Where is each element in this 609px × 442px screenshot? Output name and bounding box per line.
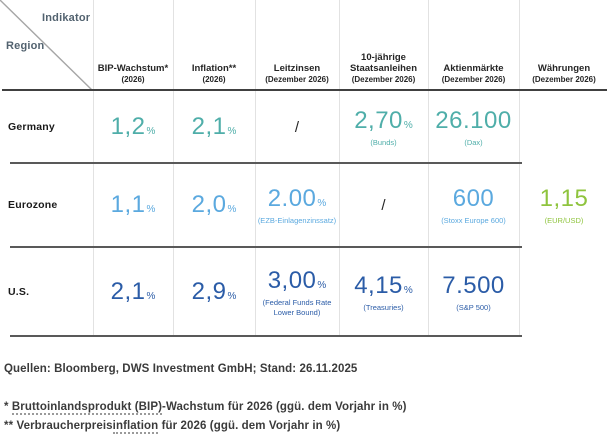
cell-eurozone-aktienmaerkte: 600 (Stoxx Europe 600)	[441, 184, 506, 225]
indicator-axis-label: Indikator	[42, 12, 91, 24]
column-header-inflation: Inflation** (2026)	[191, 63, 237, 84]
cell-germany-waehrungen-empty	[519, 91, 609, 163]
column-header-waehrungen: Währungen (Dezember 2026)	[532, 63, 596, 84]
footnote-inflation: ** Verbraucherpreisinflation für 2026 (g…	[4, 420, 341, 434]
column-header-staatsanleihen: 10-jährige Staatsanleihen (Dezember 2026…	[349, 51, 418, 84]
cell-eurozone-waehrungen: 1,15 (EUR/USD)	[539, 184, 589, 225]
cell-eurozone-leitzinsen: 2.00 % (EZB-Einlagenzinssatz)	[257, 184, 337, 225]
cell-eurozone-bip: 1,1 %	[110, 191, 156, 218]
column-divider	[173, 0, 174, 337]
row-divider	[10, 335, 522, 337]
column-header-bip-wachstum: BIP-Wachstum* (2026)	[97, 63, 169, 84]
cell-germany-bip: 1,2 %	[110, 113, 156, 140]
row-label-us: U.S.	[8, 286, 30, 298]
cell-us-aktienmaerkte: 7.500 (S&P 500)	[442, 271, 505, 312]
cell-germany-staatsanleihen: 2,70 % (Bunds)	[354, 106, 413, 147]
cell-eurozone-staatsanleihen: /	[381, 196, 386, 214]
sources-line: Quellen: Bloomberg, DWS Investment GmbH;…	[4, 363, 358, 375]
footer: Quellen: Bloomberg, DWS Investment GmbH;…	[4, 363, 604, 434]
header-underline	[2, 89, 607, 91]
column-divider	[428, 0, 429, 337]
footnote-bip: * Bruttoinlandsprodukt (BIP)-Wachstum fü…	[4, 401, 407, 415]
diagonal-divider	[0, 0, 93, 91]
row-label-eurozone: Eurozone	[8, 199, 58, 211]
cell-germany-inflation: 2,1 %	[191, 113, 237, 140]
column-divider	[519, 0, 520, 337]
cell-eurozone-inflation: 2,0 %	[191, 191, 237, 218]
column-header-leitzinsen: Leitzinsen (Dezember 2026)	[265, 63, 329, 84]
indicator-table: Indikator Region BIP-Wachstum* (2026) In…	[0, 0, 609, 337]
cell-germany-aktienmaerkte: 26.100 (Dax)	[435, 106, 512, 147]
column-divider	[255, 0, 256, 337]
cell-us-waehrungen-empty	[519, 247, 609, 337]
column-divider	[339, 0, 340, 337]
region-axis-label: Region	[6, 40, 45, 52]
row-label-germany: Germany	[8, 121, 55, 133]
table-grid: Indikator Region BIP-Wachstum* (2026) In…	[0, 0, 609, 337]
column-header-aktienmaerkte: Aktienmärkte (Dezember 2026)	[441, 63, 506, 84]
cell-us-staatsanleihen: 4,15 % (Treasuries)	[354, 271, 413, 312]
corner-cell: Indikator Region	[0, 0, 93, 91]
cell-us-leitzinsen: 3,00 % (Federal Funds Rate Lower Bound)	[262, 266, 332, 317]
row-divider	[10, 246, 522, 248]
cell-germany-leitzinsen: /	[294, 118, 300, 136]
cell-us-inflation: 2,9 %	[191, 278, 237, 305]
column-divider	[93, 0, 94, 337]
row-divider	[10, 162, 522, 164]
cell-us-bip: 2,1 %	[110, 278, 156, 305]
